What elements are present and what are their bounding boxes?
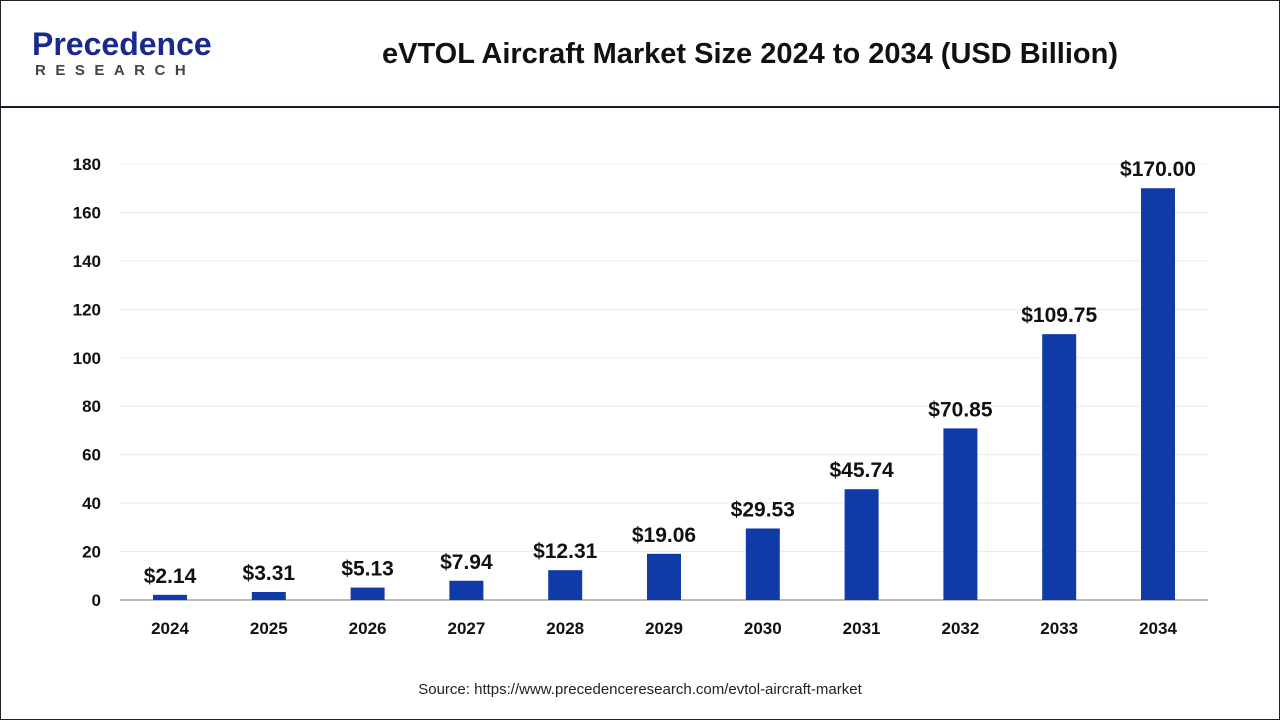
y-tick-label: 140 [73, 252, 101, 271]
logo: Precedence RESEARCH [32, 28, 212, 79]
x-tick-label: 2034 [1139, 619, 1177, 638]
x-tick-label: 2028 [546, 619, 584, 638]
bar [449, 580, 484, 600]
bar [745, 528, 780, 600]
x-tick-label: 2027 [447, 619, 485, 638]
source-note: Source: https://www.precedenceresearch.c… [418, 681, 862, 698]
x-tick-label: 2031 [843, 619, 881, 638]
bar [548, 570, 583, 600]
y-tick-label: 100 [73, 349, 101, 368]
data-label: $109.75 [1021, 304, 1097, 327]
x-tick-label: 2025 [250, 619, 288, 638]
y-tick-label: 180 [73, 155, 101, 174]
y-tick-label: 160 [73, 203, 101, 222]
data-label: $12.31 [533, 540, 598, 563]
data-label: $70.85 [928, 398, 993, 421]
data-label: $170.00 [1120, 158, 1196, 181]
y-tick-label: 80 [82, 397, 101, 416]
bar [943, 428, 978, 600]
y-tick-label: 60 [82, 446, 101, 465]
data-label: $5.13 [341, 558, 394, 581]
x-tick-label: 2024 [151, 619, 189, 638]
header: Precedence RESEARCH eVTOL Aircraft Marke… [0, 0, 1280, 108]
bar [153, 594, 187, 600]
data-label: $29.53 [731, 498, 795, 521]
bar [350, 587, 385, 600]
x-tick-label: 2033 [1040, 619, 1078, 638]
data-label: $7.94 [440, 551, 493, 574]
y-tick-label: 20 [82, 543, 101, 562]
logo-sub: RESEARCH [35, 62, 196, 79]
chart-title: eVTOL Aircraft Market Size 2024 to 2034 … [382, 38, 1118, 70]
x-tick-label: 2029 [645, 619, 683, 638]
data-label: $2.14 [144, 565, 197, 588]
x-tick-label: 2026 [349, 619, 387, 638]
bar [647, 553, 681, 600]
bar [1141, 188, 1175, 600]
data-label: $45.74 [829, 459, 894, 482]
y-tick-label: 120 [73, 300, 101, 319]
data-label: $19.06 [632, 524, 696, 547]
bar [844, 489, 879, 600]
logo-main: Precedence [32, 26, 212, 62]
x-tick-label: 2032 [941, 619, 979, 638]
bar [251, 591, 286, 600]
data-label: $3.31 [243, 562, 296, 585]
bar [1042, 334, 1077, 600]
y-tick-label: 0 [92, 591, 101, 610]
x-tick-label: 2030 [744, 619, 782, 638]
y-tick-label: 40 [82, 494, 101, 513]
